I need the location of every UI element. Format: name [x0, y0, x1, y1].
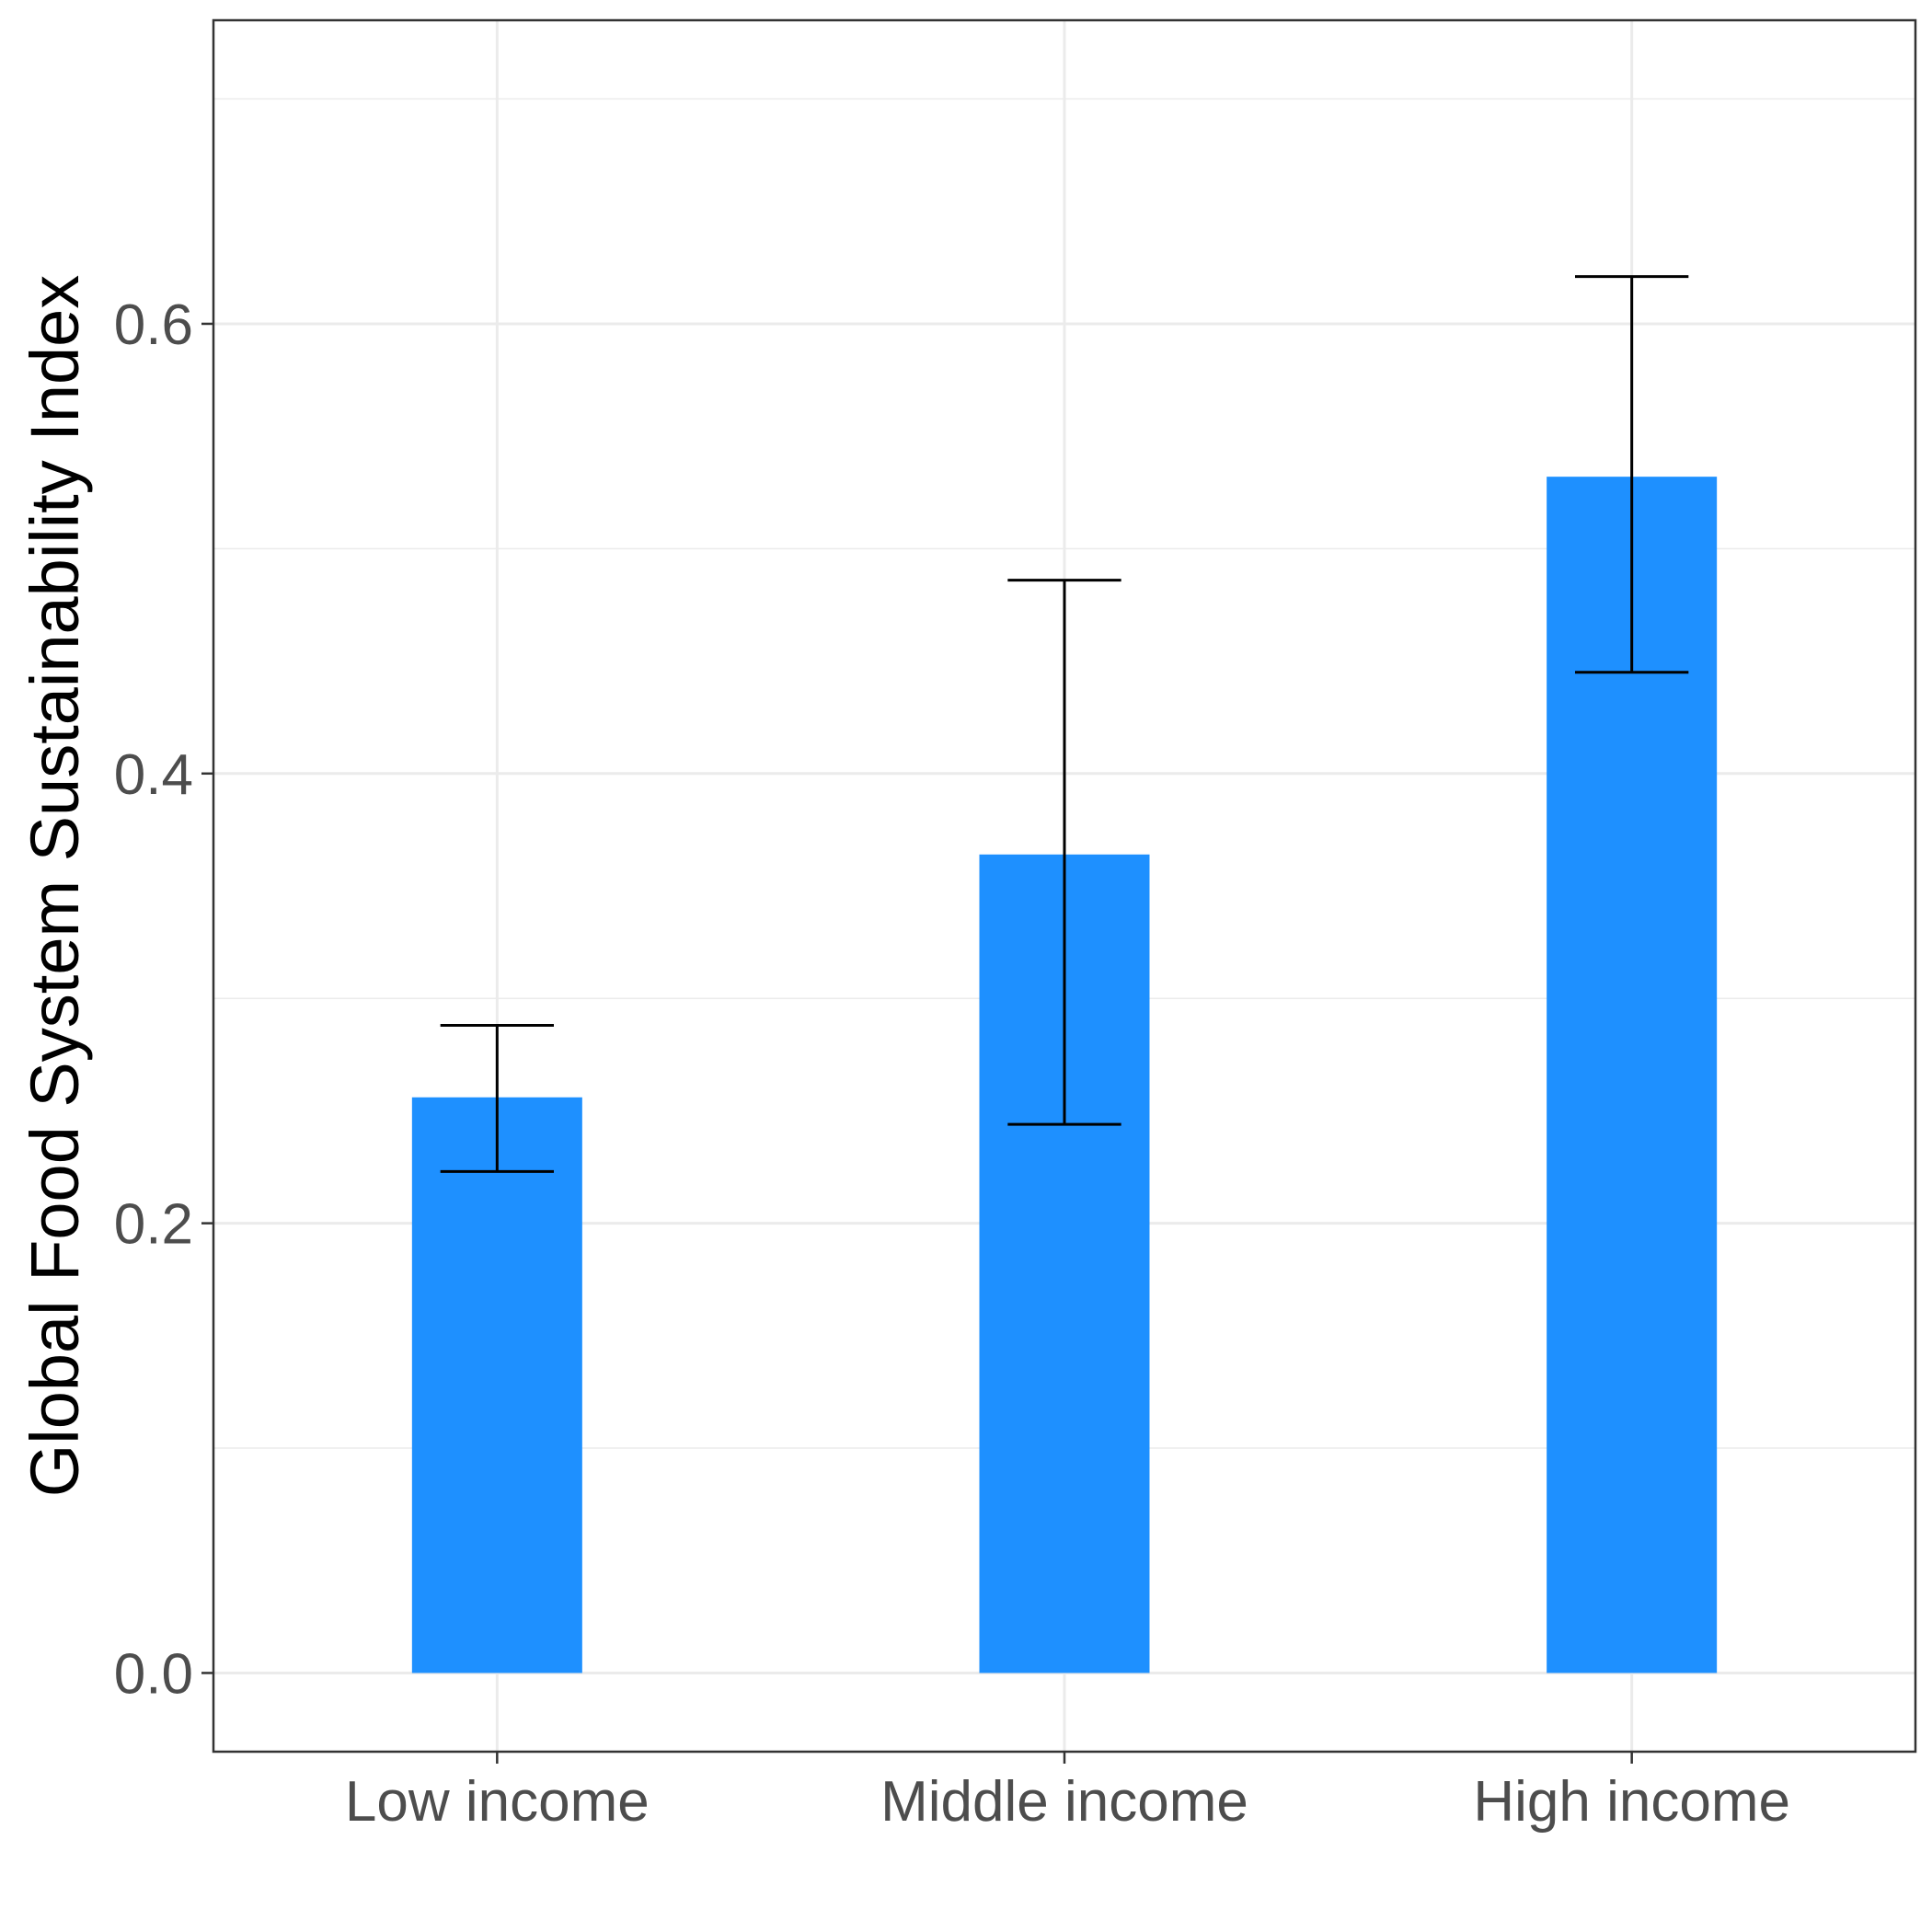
y-axis-ticks: 0.0 0.2 0.4 0.6: [114, 293, 213, 1706]
x-tick-label: Middle income: [880, 1770, 1248, 1834]
y-axis-title: Global Food System Sustainability Index: [17, 275, 93, 1498]
y-tick-label: 0.4: [114, 743, 193, 807]
bar: [1547, 477, 1718, 1673]
x-tick-label: Low income: [345, 1770, 650, 1834]
x-axis-ticks: Low income Middle income High income: [345, 1752, 1790, 1834]
error-bars: [440, 275, 1689, 1173]
y-tick-label: 0.0: [114, 1642, 193, 1706]
x-tick-label: High income: [1473, 1770, 1790, 1834]
bar: [411, 1097, 582, 1673]
y-tick-label: 0.6: [114, 293, 193, 357]
bars: [411, 477, 1718, 1673]
y-tick-label: 0.2: [114, 1193, 193, 1257]
